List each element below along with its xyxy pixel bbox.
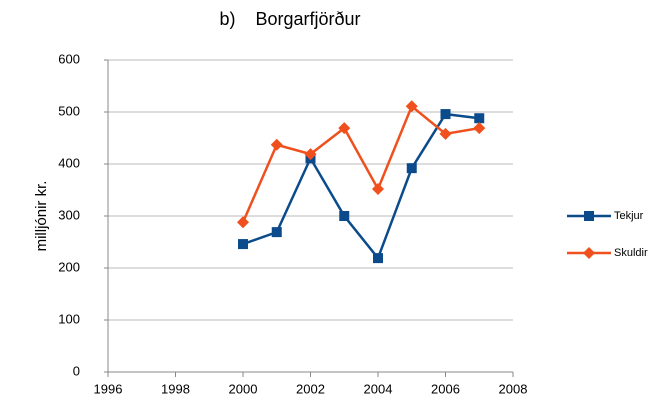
y-tick-label: 0 [73, 363, 80, 378]
marker [237, 216, 249, 229]
x-tick-label: 2002 [296, 381, 325, 396]
marker [270, 138, 283, 151]
legend-label: Tekjur [614, 210, 644, 222]
y-axis-label: milljónir kr. [33, 181, 50, 252]
marker [373, 253, 383, 264]
marker [271, 227, 282, 238]
marker [583, 247, 595, 259]
x-tick-label: 2008 [499, 381, 528, 396]
marker [238, 239, 248, 250]
marker [406, 163, 417, 174]
y-tick-label: 300 [58, 207, 80, 222]
marker [474, 113, 485, 124]
chart-title: b) Borgarfjörður [219, 9, 360, 29]
x-tick-label: 2004 [364, 381, 393, 396]
y-tick-label: 400 [58, 155, 80, 170]
y-tick-label: 600 [58, 51, 80, 66]
marker [439, 127, 452, 140]
marker [338, 122, 351, 135]
x-tick-label: 2000 [229, 381, 258, 396]
y-tick-label: 100 [58, 311, 80, 326]
y-tick-label: 200 [58, 259, 80, 274]
series-line [242, 112, 480, 261]
x-tick-label: 2006 [431, 381, 460, 396]
marker [440, 109, 451, 120]
x-tick-label: 1996 [94, 381, 123, 396]
y-tick-label: 500 [58, 103, 80, 118]
marker [405, 100, 418, 113]
legend-label: Skuldir [614, 247, 648, 259]
x-tick-label: 1998 [161, 381, 190, 396]
marker [473, 122, 486, 135]
marker [304, 148, 317, 161]
marker [339, 211, 350, 221]
series-line [241, 104, 480, 223]
marker [584, 211, 594, 221]
marker [372, 182, 384, 195]
